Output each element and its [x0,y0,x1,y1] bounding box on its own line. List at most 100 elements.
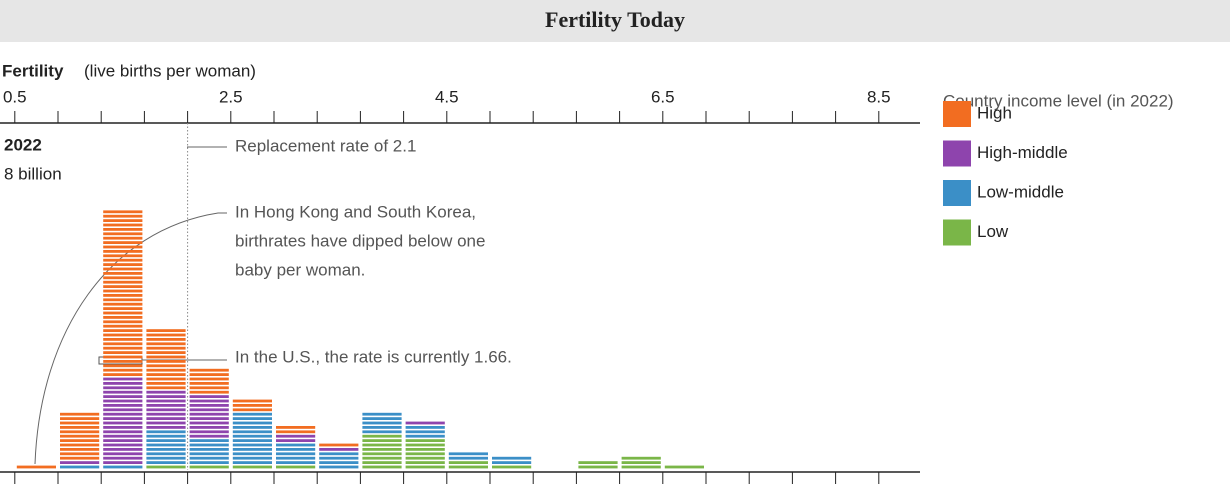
stripe [146,355,186,359]
annotation: In the U.S., the rate is currently 1.66. [235,347,512,366]
stripe [103,263,143,266]
stripe [103,390,143,394]
bar-segment [664,465,704,469]
bar-segment [60,465,100,469]
stripe [103,408,143,412]
stripe [60,434,100,438]
stripe [103,465,143,469]
stripe [103,316,143,319]
legend-label: High-middle [977,143,1068,162]
legend-swatch [943,101,971,127]
stripe [405,434,445,438]
stripe [103,285,143,288]
bar-segment [276,434,316,442]
stripe [103,382,143,385]
stripe [362,426,402,429]
stripe [103,355,143,359]
stripe [146,434,186,438]
stripe [103,333,143,337]
stripe [492,465,532,469]
legend-title: Country income level (in 2022) [943,91,1174,110]
stripe [146,360,186,363]
legend-label: Low [977,222,1009,241]
stripe [232,399,272,403]
stripe [146,342,186,346]
bar-segment [276,465,316,469]
stripe [621,465,661,469]
stripe [103,311,143,315]
bar-segment [232,465,272,469]
stripe [276,456,316,460]
x-label: Fertility [2,61,64,80]
stripe [146,461,186,464]
stripe [189,408,229,412]
stripe [103,386,143,390]
stripe [276,448,316,451]
stripe [362,456,402,460]
annotation: baby per woman. [235,260,365,279]
stripe [448,461,488,464]
stripe [189,421,229,425]
stripe [60,439,100,442]
stripe [232,452,272,456]
bar-segment [103,465,143,469]
stripe [189,399,229,403]
stripe [103,276,143,280]
stripe [232,417,272,420]
stripe [276,443,316,447]
stripe [103,395,143,398]
leader-line [34,212,227,465]
stripe [405,421,445,425]
stripe [492,456,532,460]
year-label: 2022 [4,135,42,154]
stripe [103,404,143,407]
stripe [103,280,143,284]
stripe [232,461,272,464]
bar-segment [405,439,445,469]
stripe [103,368,143,372]
stripe [362,448,402,451]
stripe [103,461,143,464]
stripe [448,456,488,460]
stripe [232,404,272,407]
stripe [405,430,445,434]
stripe [60,465,100,469]
bar-segment [578,461,618,469]
stripe [189,373,229,376]
stripe [103,434,143,438]
stripe [103,298,143,302]
stripe [232,421,272,425]
stripe [146,351,186,354]
stripe [232,412,272,416]
stripe [362,417,402,420]
bar-segment [189,439,229,464]
stripe [276,452,316,456]
stripe [60,430,100,434]
stripe [362,452,402,456]
legend-label: Low-middle [977,182,1064,201]
stripe [103,228,143,231]
x-tick-label: 4.5 [435,87,459,106]
stripe [103,364,143,368]
stripe [103,294,143,297]
bar-segment [60,412,100,460]
bar-segment [232,412,272,464]
stripe [146,452,186,456]
bar-segment [276,426,316,434]
stripe [492,461,532,464]
stripe [189,465,229,469]
stripe [664,465,704,469]
bar-segment [146,329,186,390]
stripe [146,333,186,337]
stripe [189,439,229,442]
stripe [362,412,402,416]
stripe [189,448,229,451]
stripe [146,430,186,434]
stripe [103,417,143,420]
stripe [189,368,229,372]
stripe [146,364,186,368]
legend-label: High [977,103,1012,122]
bar-segment [405,421,445,425]
stripe [146,329,186,332]
stripe [103,443,143,447]
